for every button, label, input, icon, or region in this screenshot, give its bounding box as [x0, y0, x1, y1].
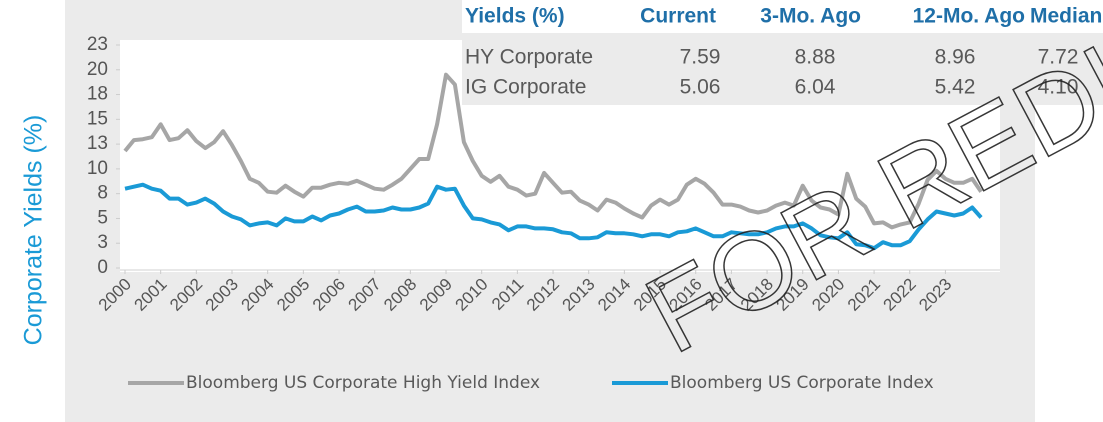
- table-cell: 5.06: [680, 76, 721, 99]
- y-axis-title: Corporate Yields (%): [20, 115, 48, 346]
- y-tick-label: 13: [87, 133, 108, 154]
- table-header-cell: Yields (%): [465, 5, 565, 28]
- table-header-cell: Current: [640, 5, 716, 28]
- y-tick-label: 3: [97, 232, 108, 253]
- y-tick-label: 18: [87, 84, 108, 105]
- table-cell: 5.42: [935, 76, 976, 99]
- table-cell: 7.72: [1038, 46, 1079, 69]
- table-cell: HY Corporate: [465, 46, 593, 69]
- table-cell: 4.10: [1038, 76, 1079, 99]
- table-body-bg: [462, 33, 1103, 105]
- series-line: [124, 182, 983, 251]
- table-cell: 8.96: [935, 46, 976, 69]
- y-tick-label: 8: [97, 183, 108, 204]
- y-tick-label: 0: [97, 257, 108, 278]
- legend-label: Bloomberg US Corporate High Yield Index: [186, 373, 540, 393]
- y-tick-label: 23: [87, 34, 108, 55]
- table-cell: 6.04: [795, 76, 836, 99]
- table-header-cell: 12-Mo. Ago: [913, 5, 1025, 28]
- y-tick-label: 10: [87, 158, 108, 179]
- table-cell: 8.88: [795, 46, 836, 69]
- table-header-cell: Median: [1030, 5, 1102, 28]
- y-tick-label: 15: [87, 108, 108, 129]
- y-tick-label: 20: [87, 59, 108, 80]
- table-cell: IG Corporate: [465, 76, 586, 99]
- table-cell: 7.59: [680, 46, 721, 69]
- table-header-bg: [462, 0, 1103, 33]
- y-tick-label: 5: [97, 207, 108, 228]
- table-header-cell: 3-Mo. Ago: [760, 5, 861, 28]
- legend-label: Bloomberg US Corporate Index: [670, 373, 934, 393]
- table: Yields (%) Current 3-Mo. Ago 12-Mo. Ago Medi…: [465, 5, 1102, 99]
- series-line: [123, 72, 983, 230]
